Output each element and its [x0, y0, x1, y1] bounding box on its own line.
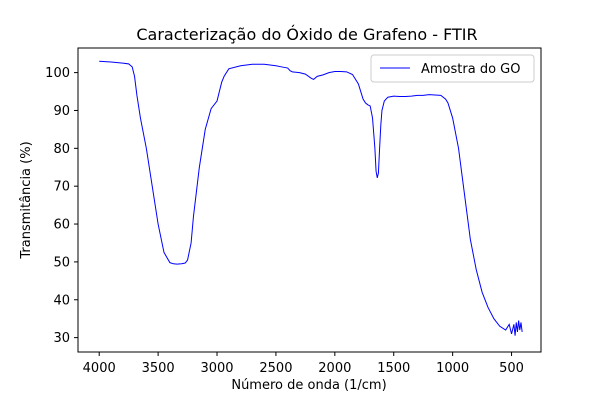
y-tick-label: 30: [53, 331, 70, 346]
legend-box: [370, 54, 535, 83]
y-axis-label: Transmitância (%): [19, 141, 34, 259]
y-tick-label: 60: [53, 218, 70, 233]
x-axis-ticks: 4000 3500 3000 2500 2000 1500 1000 500: [83, 352, 524, 376]
legend: Amostra do GO: [370, 54, 535, 83]
y-tick-label: 40: [53, 293, 70, 308]
x-tick-label: 2000: [318, 361, 351, 376]
x-tick-label: 1500: [377, 361, 410, 376]
y-tick-label: 50: [53, 255, 70, 270]
y-tick-label: 100: [45, 66, 70, 81]
x-tick-label: 500: [499, 361, 524, 376]
y-tick-label: 90: [53, 104, 70, 119]
x-axis-label: Número de onda (1/cm): [231, 378, 386, 393]
chart-title: Caracterização do Óxido de Grafeno - FTI…: [136, 25, 477, 44]
plot-area: [77, 47, 542, 353]
x-tick-label: 2500: [259, 361, 292, 376]
y-axis-ticks: 30 40 50 60 70 80 90 100: [45, 66, 78, 346]
y-tick-label: 70: [53, 180, 70, 195]
series-line-amostra-do-go: [99, 60, 523, 336]
axes-frame: [77, 47, 542, 353]
x-tick-label: 3000: [200, 361, 233, 376]
x-tick-label: 3500: [142, 361, 175, 376]
legend-label: Amostra do GO: [421, 62, 520, 77]
x-tick-label: 4000: [83, 361, 116, 376]
y-tick-label: 80: [53, 142, 70, 157]
x-tick-label: 1000: [436, 361, 469, 376]
